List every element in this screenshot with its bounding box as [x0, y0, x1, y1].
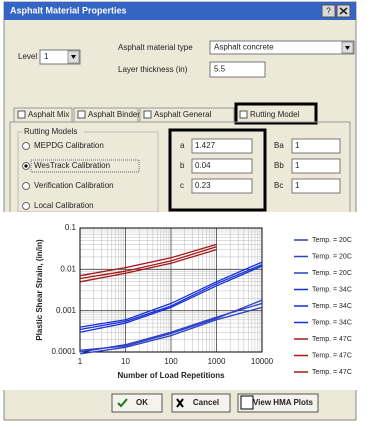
thickness-value: 5.5 [214, 65, 226, 74]
y-tick-label: 0.001 [56, 306, 77, 315]
x-axis-title: Number of Load Repetitions [117, 371, 225, 380]
y-tick-label: 0.01 [60, 264, 76, 273]
param-value: 1 [295, 181, 300, 190]
param-value: 1 [295, 141, 300, 150]
param-value: 1.427 [195, 141, 216, 150]
help-label: ? [326, 7, 331, 16]
option-label: MEPDG Calibration [34, 141, 104, 150]
tab-label: Rutting Model [250, 110, 300, 119]
param-value: 0.23 [195, 181, 211, 190]
param-label: a [180, 141, 185, 150]
tab-checkbox [18, 111, 25, 118]
y-axis-title: Plastic Shear Strain, (in/in) [35, 239, 44, 341]
button-label: Cancel [193, 398, 219, 407]
x-tick-label: 10000 [251, 357, 274, 366]
param-value: 1 [295, 161, 300, 170]
param-value: 0.04 [195, 161, 211, 170]
x-tick-label: 1 [78, 357, 83, 366]
y-tick-label: 0.0001 [52, 347, 77, 356]
x-tick-label: 10 [121, 357, 130, 366]
legend-label: Temp. = 34C [312, 319, 352, 326]
level-label: Level [18, 52, 37, 61]
param-label: Ba [274, 141, 284, 150]
radio-dot [24, 164, 27, 167]
x-tick-label: 100 [164, 357, 178, 366]
tab-checkbox [144, 111, 151, 118]
tab-checkbox [78, 111, 85, 118]
option-label: Local Calibration [34, 201, 94, 210]
tab-label: Asphalt Mix [28, 110, 69, 119]
tab-checkbox [240, 111, 247, 118]
option-label: WesTrack Calibration [34, 161, 110, 170]
plot-icon [241, 396, 253, 409]
legend-label: Temp. = 47C [312, 352, 352, 359]
param-label: b [180, 161, 185, 170]
level-value: 1 [44, 52, 49, 61]
radio[interactable] [23, 183, 30, 190]
radio[interactable] [23, 143, 30, 150]
group-label: Rutting Models [24, 127, 77, 136]
param-label: Bb [274, 161, 284, 170]
legend-label: Temp. = 20C [312, 270, 352, 277]
y-tick-label: 0.1 [65, 223, 77, 232]
tab-label: Asphalt Binder [88, 110, 140, 119]
screen: Asphalt Material Properties ? Level 1 As… [0, 0, 374, 422]
param-label: c [180, 181, 184, 190]
material-type-label: Asphalt material type [118, 43, 193, 52]
legend-label: Temp. = 34C [312, 303, 352, 310]
legend-label: Temp. = 34C [312, 286, 352, 293]
legend-label: Temp. = 47C [312, 369, 352, 376]
material-type-value: Asphalt concrete [214, 43, 274, 52]
x-tick-label: 1000 [208, 357, 226, 366]
legend-label: Temp. = 20C [312, 253, 352, 260]
button-label: View HMA Plots [253, 398, 314, 407]
tab-label: Asphalt General [154, 110, 212, 119]
thickness-label: Layer thickness (in) [118, 65, 188, 74]
radio[interactable] [23, 203, 30, 210]
window-title: Asphalt Material Properties [10, 5, 127, 15]
button-label: OK [136, 398, 148, 407]
legend-label: Temp. = 20C [312, 237, 352, 244]
param-label: Bc [274, 181, 283, 190]
legend-label: Temp. = 47C [312, 336, 352, 343]
option-label: Verification Calibration [34, 181, 114, 190]
